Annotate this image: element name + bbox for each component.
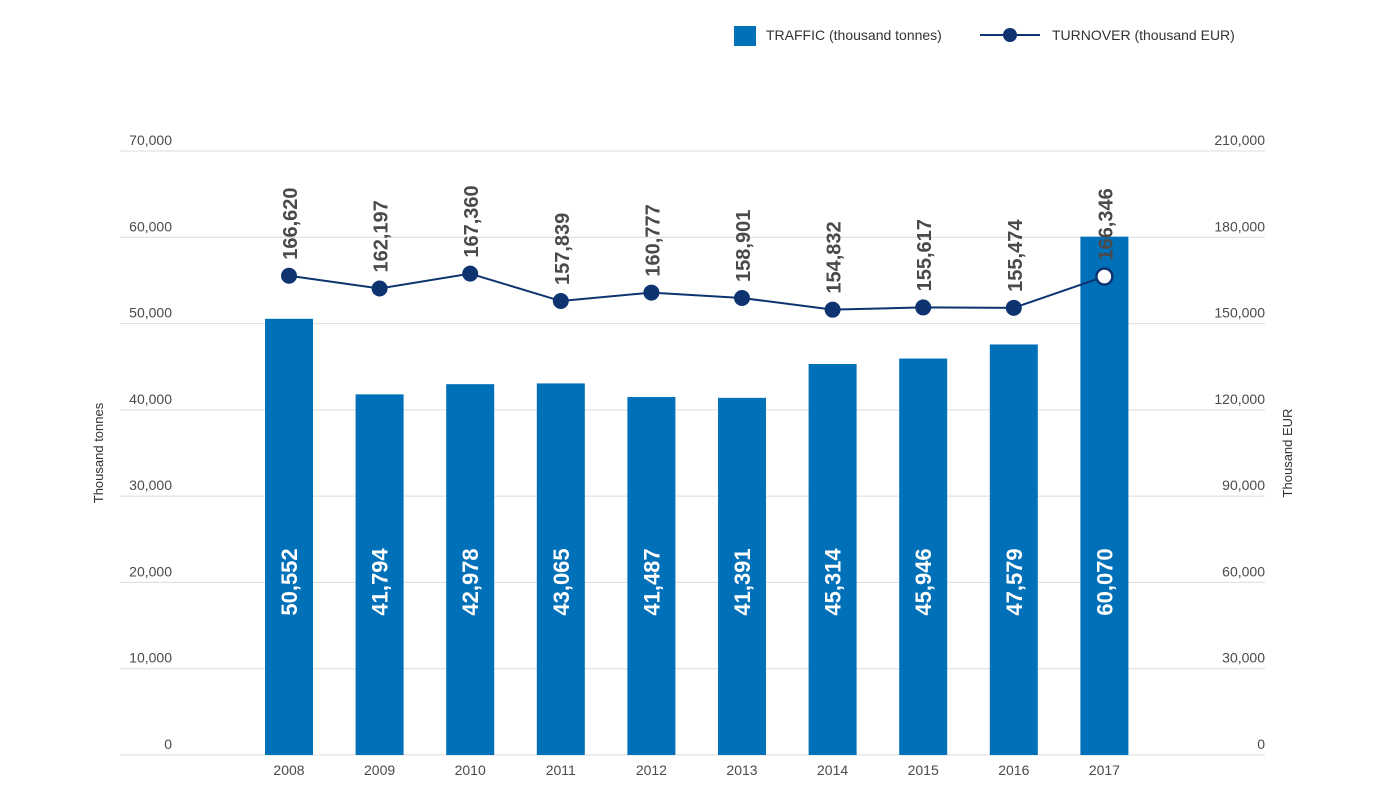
turnover-value-label: 166,346 (1095, 188, 1117, 260)
right-tick-label: 0 (1257, 736, 1265, 752)
x-tick-label: 2015 (908, 762, 939, 778)
legend-traffic-label: TRAFFIC (thousand tonnes) (766, 27, 942, 43)
x-tick-label: 2017 (1089, 762, 1120, 778)
turnover-value-label: 155,474 (1005, 219, 1027, 292)
traffic-bar (627, 397, 676, 755)
left-tick-label: 60,000 (129, 218, 172, 234)
x-tick-label: 2012 (636, 762, 667, 778)
traffic-bar-value-label: 43,065 (549, 548, 574, 615)
left-tick-label: 40,000 (129, 391, 172, 407)
turnover-value-label: 158,901 (733, 210, 755, 282)
traffic-bar-value-label: 41,391 (730, 548, 755, 615)
right-tick-label: 60,000 (1222, 563, 1265, 579)
turnover-value-label: 157,839 (552, 213, 574, 285)
x-tick-label: 2013 (726, 762, 757, 778)
right-axis-title: Thousand EUR (1280, 409, 1295, 498)
turnover-value-label: 167,360 (461, 185, 483, 257)
left-tick-label: 30,000 (129, 477, 172, 493)
turnover-point (824, 301, 841, 318)
right-tick-label: 180,000 (1214, 218, 1265, 234)
turnover-point (552, 293, 569, 310)
right-tick-label: 150,000 (1214, 305, 1265, 321)
traffic-bar-value-label: 45,314 (821, 548, 846, 616)
traffic-bar-value-label: 45,946 (911, 548, 936, 615)
x-tick-label: 2014 (817, 762, 848, 778)
right-axis-ticks: 0 30,000 60,000 90,000 120,000 150,000 180,000… (1214, 132, 1265, 752)
left-tick-label: 50,000 (129, 305, 172, 321)
traffic-bar (536, 383, 585, 755)
turnover-point (281, 267, 297, 284)
traffic-bar (446, 384, 495, 755)
legend-turnover-label: TURNOVER (thousand EUR) (1052, 27, 1235, 43)
left-tick-label: 10,000 (129, 650, 172, 666)
legend: TRAFFIC (thousand tonnes) TURNOVER (thou… (734, 26, 1235, 46)
turnover-point (371, 280, 388, 297)
traffic-bar-value-label: 50,552 (277, 548, 302, 615)
turnover-value-label: 154,832 (824, 221, 846, 293)
right-tick-label: 30,000 (1222, 650, 1265, 666)
turnover-line-series (281, 265, 1114, 318)
traffic-bar (355, 394, 404, 755)
traffic-bar-value-label: 60,070 (1092, 548, 1117, 615)
traffic-bars (265, 236, 1129, 756)
left-tick-label: 70,000 (129, 132, 172, 148)
traffic-bar (718, 397, 766, 755)
turnover-value-label: 155,617 (914, 219, 936, 291)
turnover-point (462, 265, 479, 282)
x-tick-label: 2011 (546, 762, 576, 778)
right-tick-label: 210,000 (1214, 132, 1265, 148)
turnover-value-label: 162,197 (371, 200, 393, 272)
turnover-point (1095, 267, 1114, 286)
turnover-line (288, 272, 1105, 311)
left-tick-label: 20,000 (129, 563, 172, 579)
traffic-bar-value-label: 41,487 (639, 548, 664, 615)
traffic-bar (1080, 236, 1129, 756)
turnover-point (915, 299, 932, 316)
x-tick-label: 2010 (455, 762, 486, 778)
x-tick-label: 2016 (998, 762, 1029, 778)
right-tick-label: 120,000 (1214, 391, 1265, 407)
traffic-bar-value-label: 47,579 (1002, 548, 1027, 615)
x-tick-label: 2008 (273, 762, 304, 778)
traffic-bar-labels: 50,552 41,794 42,978 43,065 41,487 41,391 45,3… (277, 548, 1117, 616)
turnover-point (643, 284, 660, 301)
x-axis-labels: 2008 2009 2010 2011 2012 2013 2014 2015 2016 2017 (273, 762, 1120, 778)
legend-traffic-swatch (734, 26, 756, 46)
left-tick-label: 0 (164, 736, 172, 752)
traffic-bar (808, 364, 857, 755)
traffic-bar-value-label: 41,794 (368, 548, 393, 616)
turnover-labels: 166,620 162,197 167,360 157,839 160,777 158,9… (280, 185, 1117, 293)
turnover-point (734, 289, 750, 306)
legend-turnover-marker-icon (1003, 28, 1017, 42)
traffic-bar (265, 318, 313, 755)
left-axis-title: Thousand tonnes (91, 402, 106, 503)
left-axis-ticks: 0 10,000 20,000 30,000 40,000 50,000 60,000 70,… (129, 132, 172, 752)
turnover-value-label: 166,620 (280, 187, 302, 259)
x-tick-label: 2009 (364, 762, 395, 778)
turnover-value-label: 160,777 (642, 204, 664, 276)
traffic-bar-value-label: 42,978 (458, 548, 483, 615)
right-tick-label: 90,000 (1222, 477, 1265, 493)
turnover-point (1005, 299, 1022, 316)
traffic-bar (989, 344, 1038, 755)
traffic-bar (899, 358, 948, 755)
